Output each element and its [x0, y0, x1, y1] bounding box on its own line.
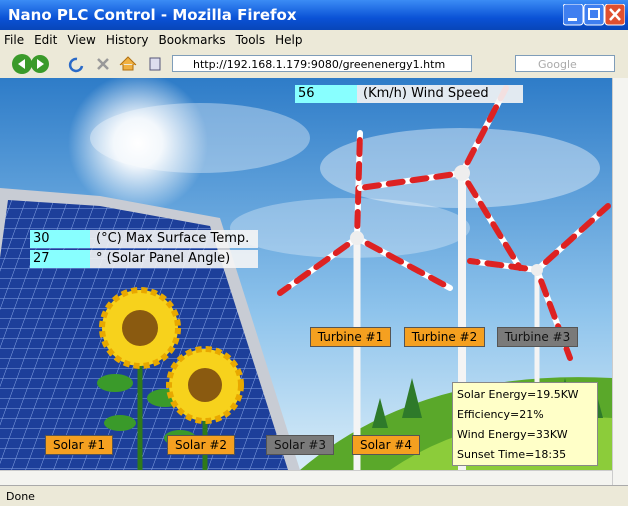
window-title: Nano PLC Control - Mozilla Firefox — [8, 6, 297, 24]
field-label: ° (Solar Panel Angle) — [90, 250, 258, 268]
window-controls[interactable] — [563, 4, 625, 26]
vertical-scrollbar[interactable] — [612, 78, 628, 485]
toggle-button[interactable]: Turbine #3 — [497, 327, 578, 347]
search-box[interactable]: Google — [515, 55, 615, 72]
info-line: Efficiency=21% — [457, 405, 593, 425]
menu-item[interactable]: Edit — [34, 33, 57, 47]
menu-item[interactable]: History — [106, 33, 149, 47]
address-bar[interactable]: http://192.168.1.179:9080/greenenergy1.h… — [172, 55, 472, 72]
field-label: (Km/h) Wind Speed — [357, 85, 523, 103]
info-line: Wind Energy=33KW — [457, 425, 593, 445]
toggle-button[interactable]: Solar #2 — [167, 435, 235, 455]
toggle-button[interactable]: Solar #4 — [352, 435, 420, 455]
field-label: (°C) Max Surface Temp. — [90, 230, 258, 248]
nav-buttons[interactable] — [0, 50, 170, 78]
horizontal-scrollbar[interactable] — [0, 470, 612, 485]
info-line: Solar Energy=19.5KW — [457, 385, 593, 405]
menu-item[interactable]: Bookmarks — [159, 33, 226, 47]
toggle-button[interactable]: Turbine #1 — [310, 327, 391, 347]
toggle-button[interactable]: Turbine #2 — [404, 327, 485, 347]
toggle-button[interactable]: Solar #1 — [45, 435, 113, 455]
browser-window: Nano PLC Control - Mozilla Firefox File E… — [0, 0, 628, 506]
menu-item[interactable]: File — [4, 33, 24, 47]
status-bar: Done — [0, 485, 628, 506]
value-field[interactable]: 30 — [30, 230, 90, 248]
title-bar: Nano PLC Control - Mozilla Firefox — [0, 0, 628, 30]
info-line: Sunset Time=18:35 — [457, 445, 593, 465]
menu-bar: File Edit View History Bookmarks Tools Help — [0, 30, 628, 50]
menu-item[interactable]: View — [67, 33, 95, 47]
value-field[interactable]: 56 — [295, 85, 357, 103]
menu-item[interactable]: Help — [275, 33, 302, 47]
toggle-button[interactable]: Solar #3 — [266, 435, 334, 455]
value-field[interactable]: 27 — [30, 250, 90, 268]
menu-item[interactable]: Tools — [236, 33, 266, 47]
